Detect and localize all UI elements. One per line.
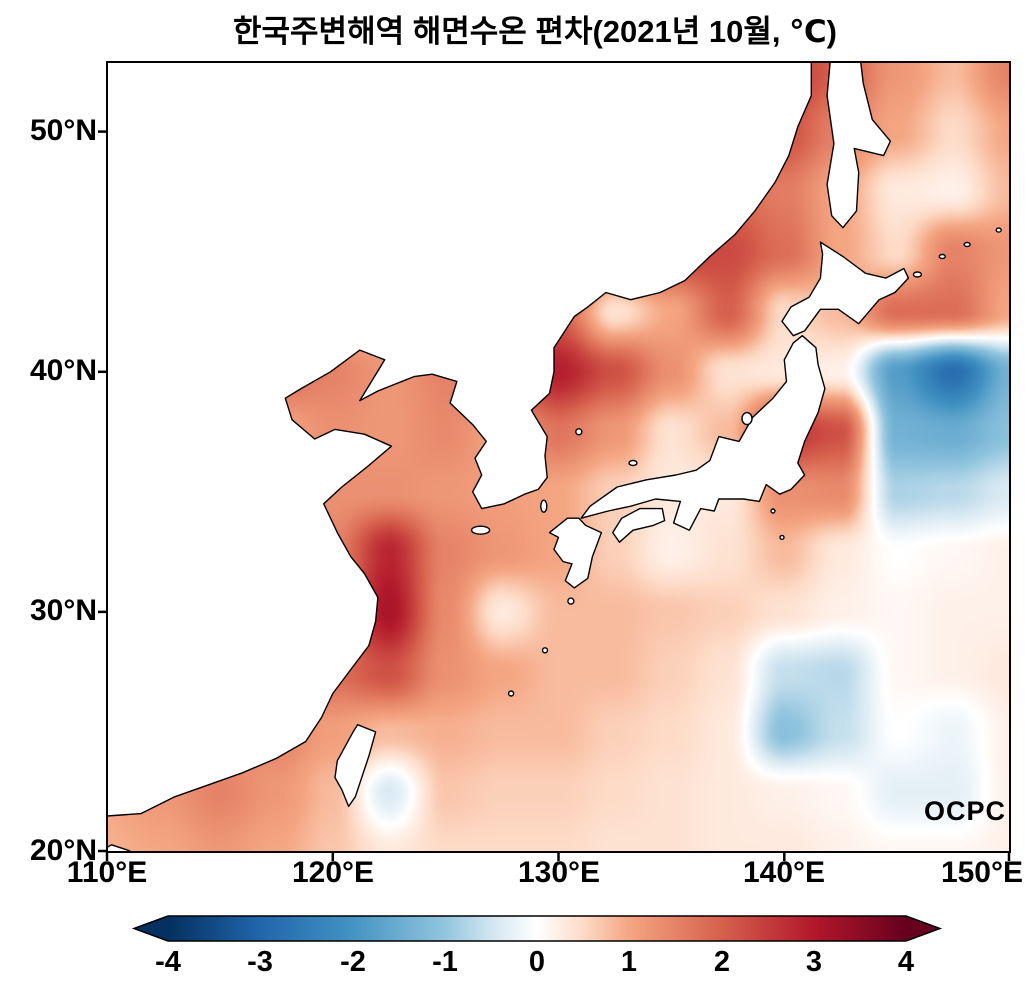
x-tick-label-150e: 150°E	[940, 856, 1023, 889]
colorbar-tick-1: 1	[620, 946, 638, 978]
x-tick-label-110e: 110°E	[66, 856, 148, 889]
colorbar-tick-4: 4	[897, 946, 915, 978]
y-tick-label-20n: 20°N	[29, 834, 97, 867]
colorbar-tick-m3: -3	[247, 946, 273, 978]
y-tick-label-50n: 50°N	[29, 114, 97, 147]
ocpc-logo: OCPC	[923, 796, 1006, 826]
colorbar-tick-m1: -1	[432, 946, 458, 978]
sst-anomaly-heatmap	[107, 62, 1010, 852]
colorbar-tick-m2: -2	[340, 946, 366, 978]
colorbar-tick-0: 0	[528, 946, 546, 978]
y-tick-label-30n: 30°N	[29, 594, 97, 627]
x-tick-label-140e: 140°E	[742, 856, 826, 889]
x-tick-label-130e: 130°E	[517, 856, 601, 889]
colorbar-tick-3: 3	[805, 946, 823, 978]
y-tick-label-40n: 40°N	[29, 354, 97, 387]
colorbar-tick-m4: -4	[155, 946, 181, 978]
colorbar-tick-2: 2	[713, 946, 731, 978]
x-tick-label-120e: 120°E	[291, 856, 375, 889]
chart-title: 한국주변해역 해면수온 편차(2021년 10월, ℃)	[233, 14, 837, 49]
colorbar	[131, 915, 943, 942]
